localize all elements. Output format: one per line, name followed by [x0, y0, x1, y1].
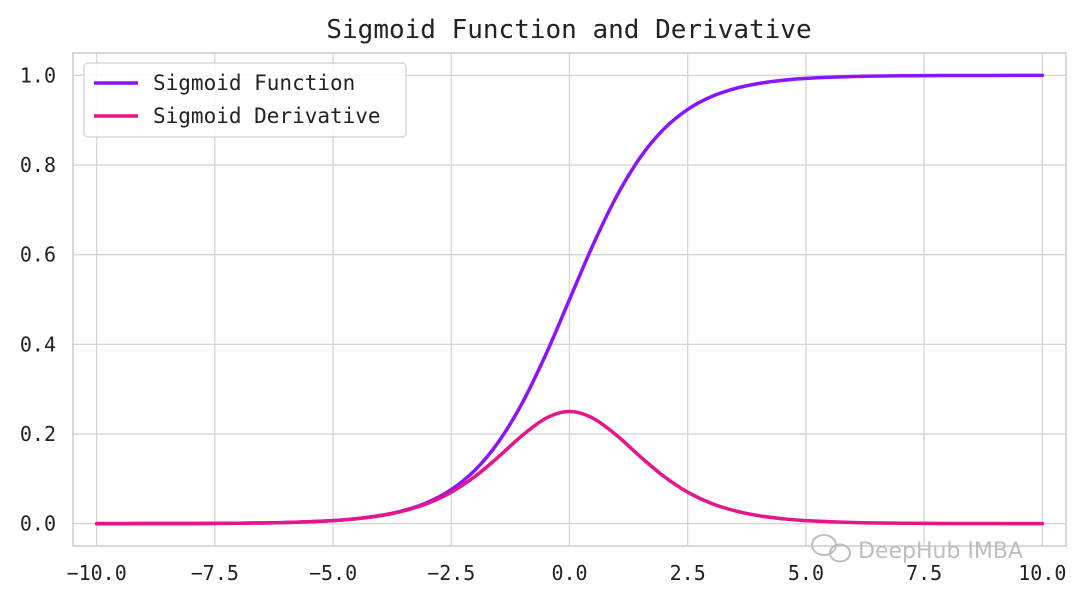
legend-label-sigmoid-derivative: Sigmoid Derivative	[153, 104, 381, 128]
x-tick-label: 2.5	[670, 561, 706, 585]
series-lines	[94, 73, 1045, 526]
y-tick-label: 0.2	[20, 422, 56, 446]
sigmoid-derivative-line	[94, 409, 1045, 526]
plot-frame	[72, 52, 1067, 547]
x-tick-label: 0.0	[551, 561, 587, 585]
y-tick-label: 0.6	[20, 243, 56, 267]
legend-label-sigmoid-function: Sigmoid Function	[153, 71, 355, 95]
chart-title: Sigmoid Function and Derivative	[326, 15, 811, 45]
x-tick-label: −5.0	[309, 561, 357, 585]
y-tick-label: 0.8	[20, 153, 56, 177]
x-tick-label: −2.5	[427, 561, 475, 585]
y-tick-label: 0.0	[20, 512, 56, 536]
y-tick-label: 0.4	[20, 332, 56, 356]
x-axis-tick-labels: −10.0 −7.5 −5.0 −2.5 0.0 2.5 5.0 7.5 10.0	[67, 561, 1067, 585]
x-tick-label: 7.5	[906, 561, 942, 585]
x-tick-label: 10.0	[1018, 561, 1066, 585]
legend-box	[83, 62, 407, 138]
x-tick-label: −7.5	[191, 561, 239, 585]
watermark: DeepHub IMBA	[811, 534, 1023, 564]
wechat-icon	[811, 534, 851, 563]
x-tick-label: −10.0	[67, 561, 127, 585]
legend: Sigmoid Function Sigmoid Derivative	[83, 62, 407, 138]
y-axis-tick-labels: 0.0 0.2 0.4 0.6 0.8 1.0	[20, 63, 56, 535]
watermark-text: DeepHub IMBA	[858, 539, 1023, 564]
y-tick-label: 1.0	[20, 63, 56, 87]
x-tick-label: 5.0	[788, 561, 824, 585]
